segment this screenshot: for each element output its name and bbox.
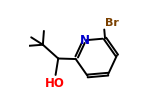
Text: HO: HO xyxy=(45,77,65,90)
Text: Br: Br xyxy=(105,18,119,28)
Text: N: N xyxy=(79,34,89,47)
